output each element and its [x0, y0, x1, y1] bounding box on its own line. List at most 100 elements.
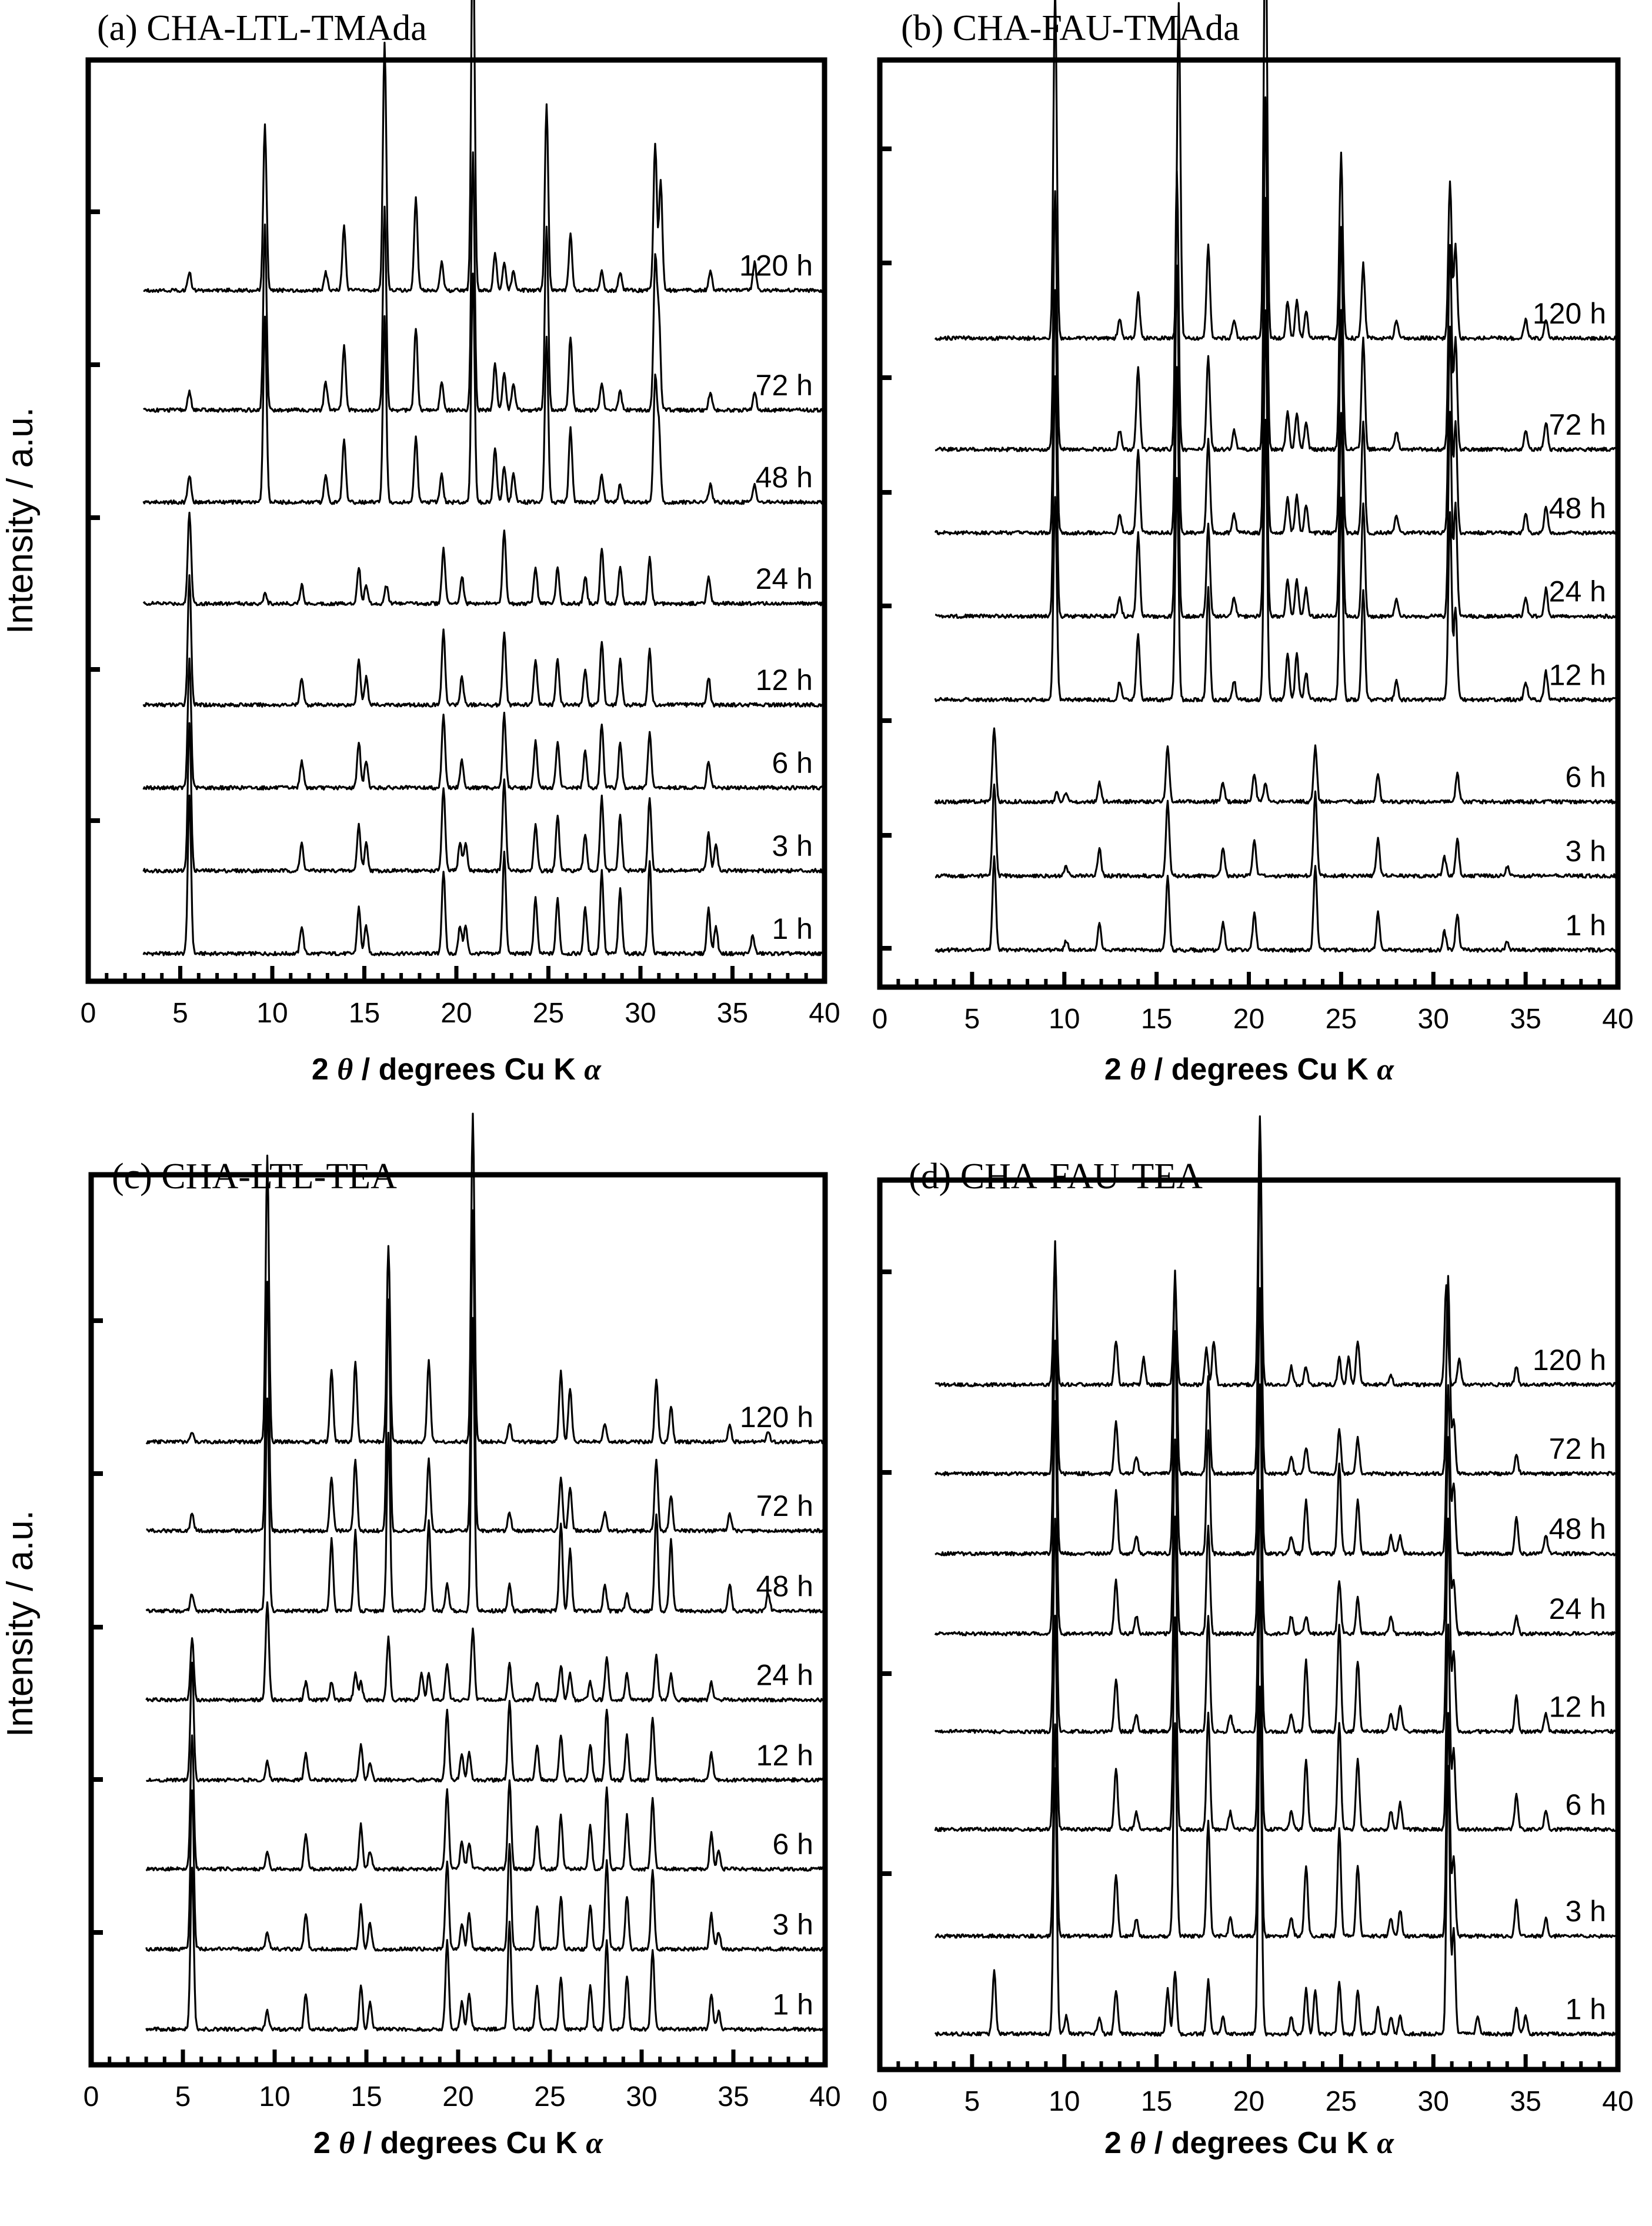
panel-b: (b) CHA-FAU-TMAda 0 5 10 15 20 25 30 35 40 2 θ / d… [872, 0, 1634, 1087]
series-label: 48 h [756, 1569, 813, 1602]
series-label: 1 h [1565, 1993, 1606, 2026]
x-tick-label: 20 [440, 998, 472, 1029]
series-label: 120 h [740, 1401, 813, 1434]
x-tick-label: 35 [1510, 2086, 1541, 2117]
series-label: 3 h [772, 829, 813, 862]
series-label: 3 h [1565, 1895, 1606, 1928]
x-tick-label: 10 [1049, 1004, 1080, 1035]
series-label: 3 h [1565, 835, 1606, 868]
x-tick-label: 35 [717, 2081, 749, 2112]
series-line-b-12h [934, 419, 1619, 703]
series-line-c-3h [145, 1789, 826, 1952]
series-line-b-3h [935, 783, 1619, 879]
x-tick-label: 5 [964, 2086, 980, 2117]
series-label: 72 h [756, 369, 813, 402]
panel-a: (a) CHA-LTL-TMAda 0 5 10 15 20 25 30 35 40 2 θ / d… [0, 0, 840, 1087]
series-line-b-1h [935, 855, 1619, 953]
x-tick-label: 30 [625, 998, 656, 1029]
series-line-c-12h [146, 1661, 826, 1783]
x-tick-label: 5 [172, 998, 188, 1029]
series-label: 72 h [756, 1489, 813, 1522]
panel-title-d: (d) CHA-FAU-TEA [909, 1157, 1203, 1197]
series-line-b-72h [935, 96, 1619, 452]
x-tick-label: 15 [1141, 1004, 1172, 1035]
x-axis-label-c: 2 θ / degrees Cu K α [313, 2126, 603, 2160]
series-label: 72 h [1549, 408, 1606, 441]
series-line-a-12h [142, 574, 826, 708]
x-tick-label: 40 [1602, 1004, 1633, 1035]
series-label: 48 h [1549, 1512, 1606, 1545]
x-tick-label: 30 [626, 2081, 657, 2112]
x-tick-label: 25 [534, 2081, 565, 2112]
series-line-d-6h [934, 1581, 1618, 1832]
series-line-a-120h [143, 0, 826, 294]
series-line-c-48h [145, 1317, 826, 1614]
series-label: 12 h [1549, 658, 1606, 691]
series-label: 48 h [756, 461, 813, 494]
series-label: 1 h [772, 912, 813, 945]
series-label: 12 h [756, 664, 813, 697]
series-label: 48 h [1549, 492, 1606, 525]
series-label: 6 h [772, 1828, 813, 1861]
series-line-c-1h [145, 1867, 826, 2032]
x-tick-label: 0 [81, 998, 96, 1029]
series-line-a-1h [142, 794, 825, 957]
x-tick-label: 35 [717, 998, 748, 1029]
series-line-a-72h [143, 151, 826, 413]
x-tick-label: 40 [1602, 2086, 1633, 2117]
series-line-a-24h [142, 511, 826, 607]
series-label: 120 h [1533, 297, 1606, 330]
series-line-b-6h [934, 727, 1619, 805]
panel-d: (d) CHA-FAU-TEA 0 5 10 15 20 25 30 35 40 2 θ / deg… [872, 1115, 1634, 2160]
x-tick-label: 0 [84, 2081, 99, 2112]
y-axis-label: Intensity / a.u. [0, 1510, 41, 1737]
x-tick-label: 15 [351, 2081, 382, 2112]
plot-frame-c [88, 1172, 828, 2068]
series-label: 1 h [1565, 909, 1606, 942]
series-label: 24 h [1549, 1592, 1606, 1625]
series-line-d-72h [934, 1151, 1618, 1477]
x-tick-label: 25 [533, 998, 564, 1029]
plot-frame-a [85, 57, 827, 984]
series-label: 120 h [739, 249, 813, 282]
series-line-d-120h [935, 1115, 1619, 1388]
series-line-d-48h [935, 1287, 1618, 1557]
series-label: 6 h [1565, 761, 1606, 794]
series-line-d-24h [934, 1383, 1619, 1637]
x-tick-label: 0 [872, 2086, 888, 2117]
x-tick-label: 20 [1233, 1004, 1264, 1035]
series-label: 120 h [1533, 1344, 1606, 1377]
x-tick-label: 25 [1326, 2086, 1357, 2117]
series-line-d-1h [934, 1688, 1619, 2037]
series-label: 3 h [772, 1908, 813, 1941]
series-line-c-72h [146, 1209, 826, 1534]
x-tick-label: 40 [809, 998, 840, 1029]
x-axis-label-b: 2 θ / degrees Cu K α [1104, 1052, 1394, 1087]
x-tick-label: 5 [964, 1004, 980, 1035]
series-label: 24 h [756, 562, 813, 595]
series-line-b-48h [934, 196, 1619, 536]
series-line-c-24h [145, 1601, 826, 1703]
x-axis-label-d: 2 θ / degrees Cu K α [1104, 2126, 1394, 2160]
series-label: 24 h [756, 1659, 813, 1692]
series-label: 72 h [1549, 1432, 1606, 1465]
x-tick-label: 0 [872, 1004, 888, 1035]
series-line-b-120h [934, 0, 1618, 341]
y-axis-label: Intensity / a.u. [0, 407, 41, 634]
x-tick-label: 40 [809, 2081, 840, 2112]
series-label: 1 h [772, 1988, 813, 2021]
plot-frame-b [877, 57, 1621, 990]
series-line-c-6h [145, 1734, 826, 1872]
x-tick-label: 10 [1049, 2086, 1080, 2117]
x-tick-label: 20 [1233, 2086, 1264, 2117]
series-line-d-3h [935, 1685, 1618, 1939]
panel-title-b: (b) CHA-FAU-TMAda [901, 8, 1240, 48]
x-tick-label: 15 [1141, 2086, 1172, 2117]
x-tick-label: 25 [1326, 1004, 1357, 1035]
x-tick-label: 20 [442, 2081, 473, 2112]
x-tick-label: 30 [1418, 2086, 1449, 2117]
series-label: 6 h [772, 747, 813, 779]
x-tick-label: 15 [349, 998, 380, 1029]
